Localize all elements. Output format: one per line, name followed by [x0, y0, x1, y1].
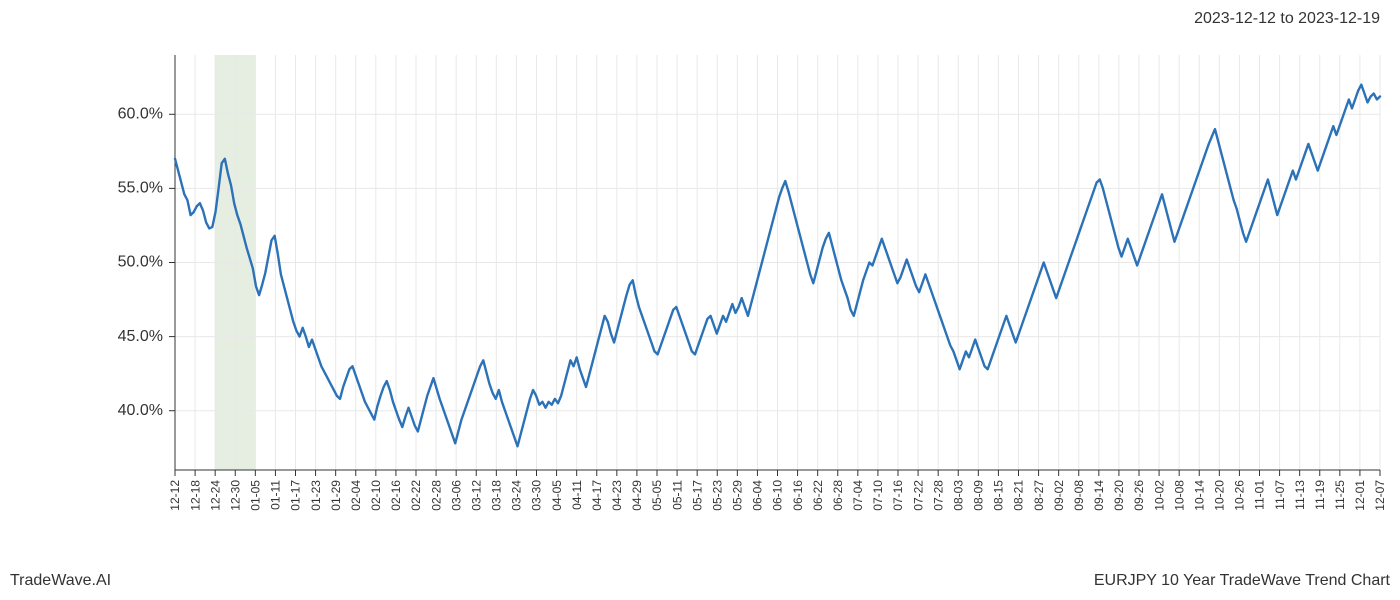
y-tick-label: 60.0%: [118, 106, 163, 123]
y-tick-label: 40.0%: [118, 402, 163, 419]
x-tick-label: 03-18: [490, 480, 504, 511]
x-tick-label: 08-03: [951, 480, 965, 511]
x-tick-label: 06-10: [771, 480, 785, 511]
x-tick-label: 08-21: [1012, 480, 1026, 511]
x-tick-label: 05-23: [710, 480, 724, 511]
x-tick-label: 01-11: [269, 480, 283, 510]
x-tick-label: 02-10: [369, 480, 383, 511]
x-tick-label: 05-05: [650, 480, 664, 511]
x-tick-label: 07-22: [911, 480, 925, 511]
x-tick-label: 04-23: [610, 480, 624, 511]
x-tick-label: 04-11: [570, 480, 584, 510]
x-tick-label: 02-16: [389, 480, 403, 511]
x-tick-label: 01-23: [309, 480, 323, 511]
date-range-label: 2023-12-12 to 2023-12-19: [1194, 10, 1380, 28]
trend-chart: 40.0% 45.0% 50.0% 55.0% 60.0% 12-12 12-18 12-24…: [0, 0, 1400, 560]
x-tick-label: 02-28: [429, 480, 443, 511]
x-tick-label: 02-04: [349, 480, 363, 511]
x-tick-label: 01-29: [329, 480, 343, 511]
x-tick-label: 05-17: [690, 480, 704, 511]
x-tick-label: 03-24: [510, 480, 524, 511]
x-tick-label: 01-05: [249, 480, 263, 511]
x-tick-label: 06-22: [811, 480, 825, 511]
x-tick-label: 12-12: [168, 480, 182, 511]
x-tick-label: 07-10: [871, 480, 885, 511]
x-tick-label: 10-08: [1172, 480, 1186, 511]
x-tick-label: 12-01: [1353, 480, 1367, 511]
x-tick-label: 11-01: [1253, 480, 1267, 510]
x-tick-label: 10-26: [1233, 480, 1247, 511]
x-tick-label: 06-16: [791, 480, 805, 511]
x-tick-label: 03-12: [469, 480, 483, 511]
x-tick-label: 03-30: [530, 480, 544, 511]
x-tick-label: 04-05: [550, 480, 564, 511]
brand-label: TradeWave.AI: [10, 572, 111, 590]
x-tick-label: 12-24: [208, 480, 222, 511]
x-tick-label: 07-16: [891, 480, 905, 511]
x-tick-label: 10-14: [1192, 480, 1206, 511]
y-tick-label: 45.0%: [118, 328, 163, 345]
x-tick-label: 11-07: [1273, 480, 1287, 510]
x-tick-label: 09-20: [1112, 480, 1126, 511]
x-tick-label: 11-25: [1333, 480, 1347, 510]
x-tick-label: 04-17: [590, 480, 604, 511]
y-tick-label: 55.0%: [118, 180, 163, 197]
x-tick-label: 02-22: [409, 480, 423, 511]
x-tick-label: 07-28: [931, 480, 945, 511]
x-tick-label: 06-04: [751, 480, 765, 511]
x-tick-label: 03-06: [449, 480, 463, 511]
x-tick-label: 12-18: [188, 480, 202, 511]
x-tick-label: 11-13: [1293, 480, 1307, 510]
x-tick-label: 05-29: [731, 480, 745, 511]
x-tick-label: 09-02: [1052, 480, 1066, 511]
chart-title: EURJPY 10 Year TradeWave Trend Chart: [1094, 572, 1390, 590]
y-tick-label: 50.0%: [118, 254, 163, 271]
x-tick-label: 06-28: [831, 480, 845, 511]
x-tick-label: 12-30: [228, 480, 242, 511]
x-tick-label: 10-20: [1213, 480, 1227, 511]
x-tick-label: 07-04: [851, 480, 865, 511]
x-tick-label: 10-02: [1152, 480, 1166, 511]
x-tick-label: 12-07: [1373, 480, 1387, 511]
x-tick-label: 08-15: [992, 480, 1006, 511]
x-tick-label: 08-09: [972, 480, 986, 511]
x-tick-label: 09-26: [1132, 480, 1146, 511]
x-tick-label: 04-29: [630, 480, 644, 511]
x-tick-label: 08-27: [1032, 480, 1046, 511]
x-tick-label: 09-08: [1072, 480, 1086, 511]
x-tick-label: 05-11: [670, 480, 684, 510]
x-tick-label: 09-14: [1092, 480, 1106, 511]
x-tick-label: 11-19: [1313, 480, 1327, 510]
x-tick-label: 01-17: [289, 480, 303, 511]
